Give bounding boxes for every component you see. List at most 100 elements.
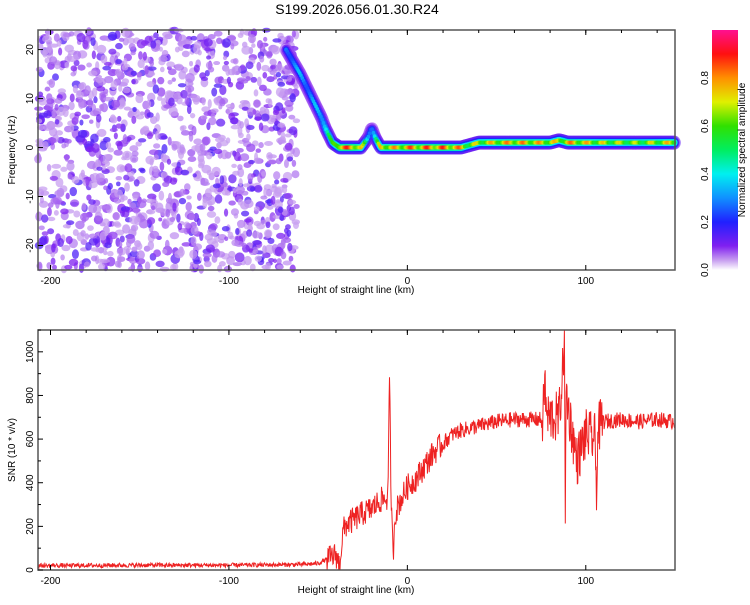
noise-blob — [180, 89, 188, 99]
noise-blob — [132, 106, 137, 113]
noise-blob — [261, 171, 267, 177]
noise-blob — [230, 124, 240, 130]
noise-blob — [105, 141, 112, 149]
noise-blob — [34, 106, 44, 111]
noise-blob — [187, 156, 197, 163]
noise-blob — [189, 60, 194, 67]
noise-blob — [222, 55, 228, 61]
noise-blob — [203, 38, 213, 47]
noise-blob — [248, 159, 255, 165]
noise-blob — [188, 213, 196, 221]
noise-blob — [207, 205, 215, 212]
noise-blob — [146, 217, 156, 225]
noise-blob — [74, 111, 81, 117]
noise-blob — [103, 185, 108, 191]
noise-blob — [115, 42, 123, 50]
noise-blob — [80, 230, 86, 237]
noise-blob — [246, 229, 253, 237]
noise-blob — [62, 224, 71, 229]
noise-blob — [95, 77, 104, 83]
noise-blob — [103, 177, 109, 184]
noise-blob — [230, 208, 240, 216]
spectrogram-marks — [34, 26, 681, 274]
noise-blob — [38, 96, 47, 106]
noise-blob — [266, 160, 277, 165]
noise-blob — [161, 143, 168, 154]
noise-blob — [200, 181, 210, 186]
noise-blob — [207, 66, 215, 73]
noise-blob — [114, 189, 124, 198]
noise-blob — [167, 68, 177, 76]
noise-blob — [246, 133, 251, 141]
noise-blob — [269, 64, 276, 70]
noise-blob — [190, 225, 199, 235]
noise-blob — [237, 167, 245, 178]
noise-blob — [276, 232, 286, 239]
noise-blob — [91, 142, 100, 153]
noise-blob — [95, 114, 102, 123]
noise-blob — [70, 199, 80, 208]
noise-blob — [133, 206, 140, 214]
noise-blob — [169, 216, 176, 222]
noise-blob — [248, 222, 253, 231]
noise-blob — [126, 239, 132, 248]
snr-y-label: SNR (10 * v/v) — [7, 418, 18, 482]
noise-blob — [293, 204, 300, 209]
noise-blob — [102, 65, 112, 71]
noise-blob — [99, 140, 109, 151]
noise-blob — [79, 119, 84, 126]
noise-blob — [129, 250, 139, 258]
colorbar-tick-label: 0.4 — [700, 167, 711, 181]
noise-blob — [167, 79, 173, 85]
colorbar-gradient — [712, 30, 738, 270]
noise-blob — [37, 186, 48, 192]
noise-blob — [183, 39, 193, 45]
noise-blob — [49, 43, 59, 48]
noise-blob — [108, 48, 117, 55]
noise-blob — [159, 66, 165, 73]
noise-blob — [247, 173, 254, 182]
ridge-mark — [371, 130, 376, 135]
noise-blob — [44, 86, 51, 92]
noise-blob — [244, 218, 252, 223]
noise-blob — [90, 255, 98, 262]
noise-blob — [53, 209, 59, 216]
y-tick-label: -10 — [25, 189, 36, 204]
noise-blob — [227, 231, 234, 240]
noise-blob — [94, 159, 101, 167]
noise-blob — [208, 117, 217, 126]
noise-blob — [116, 181, 121, 187]
x-tick-label: 0 — [405, 576, 411, 587]
noise-blob — [258, 84, 267, 92]
noise-blob — [137, 59, 145, 69]
noise-blob — [165, 208, 171, 218]
noise-blob — [57, 238, 64, 247]
noise-blob — [168, 97, 175, 107]
noise-blob — [153, 154, 159, 161]
noise-blob — [171, 77, 177, 82]
noise-blob — [86, 27, 92, 35]
noise-blob — [126, 37, 136, 44]
noise-blob — [202, 252, 212, 258]
noise-blob — [169, 232, 180, 240]
noise-blob — [282, 260, 292, 266]
noise-blob — [241, 242, 247, 248]
noise-blob — [87, 98, 94, 108]
noise-blob — [47, 216, 56, 222]
noise-blob — [86, 160, 97, 170]
noise-blob — [96, 44, 107, 55]
noise-blob — [93, 215, 102, 225]
noise-blob — [53, 33, 60, 42]
noise-blob — [226, 256, 235, 266]
noise-blob — [116, 141, 123, 151]
noise-blob — [199, 143, 206, 152]
noise-blob — [235, 80, 245, 90]
noise-blob — [291, 30, 296, 38]
noise-blob — [88, 233, 98, 239]
noise-blob — [280, 131, 286, 140]
noise-blob — [71, 249, 79, 260]
noise-blob — [279, 196, 284, 203]
noise-blob — [166, 91, 175, 97]
noise-blob — [131, 115, 137, 124]
